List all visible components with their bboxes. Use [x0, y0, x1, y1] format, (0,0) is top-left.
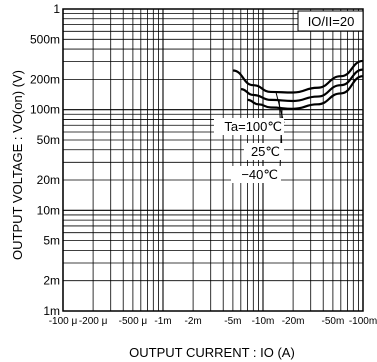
condition-label: IO/II=20: [308, 14, 355, 29]
x-tick-label: -100m: [349, 316, 377, 327]
x-tick-label: -100 μ: [49, 316, 78, 327]
series-group: [232, 59, 364, 110]
x-tick-label: -20m: [282, 316, 305, 327]
y-tick-label: 1m: [43, 304, 60, 318]
x-tick-label: -5m: [224, 316, 241, 327]
y-tick-label: 500m: [30, 32, 60, 46]
series-line-0: [232, 59, 364, 94]
y-tick-label: 5m: [43, 234, 60, 248]
series-label-minus40c: −40℃: [241, 167, 278, 182]
y-tick-label: 10m: [37, 203, 60, 217]
y-tick-label: 2m: [43, 274, 60, 288]
x-tick-label: -200 μ: [79, 316, 108, 327]
series-line-1: [240, 68, 364, 103]
legend-backdrop-3: [231, 166, 281, 183]
grid: [62, 9, 363, 312]
y-axis-label: OUTPUT VOLTAGE : VO(on) (V): [10, 70, 25, 260]
legend-backdrop-1: [214, 118, 284, 135]
x-axis-label: OUTPUT CURRENT : IO (A): [129, 345, 295, 360]
x-tick-label: -10m: [252, 316, 275, 327]
y-tick-label: 100m: [30, 103, 60, 117]
y-tick-label: 1: [53, 2, 60, 16]
plot-frame: [62, 8, 364, 312]
x-tick-label: -500 μ: [119, 316, 148, 327]
y-tick-labels: 1 500m 200m 100m 50m 20m 10m 5m 2m 1m: [30, 2, 60, 318]
series-label-25c: 25℃: [251, 144, 280, 159]
series-label-100c: Ta=100℃: [224, 119, 282, 134]
condition-box: [297, 10, 364, 32]
legend-backdrop-2: [244, 143, 284, 160]
x-tick-label: -2m: [184, 316, 201, 327]
y-tick-label: 20m: [37, 173, 60, 187]
y-tick-label: 200m: [30, 72, 60, 86]
x-tick-label: -1m: [154, 316, 171, 327]
series-line-2: [247, 75, 364, 110]
x-tick-label: -50m: [321, 316, 344, 327]
x-tick-labels: -100 μ -200 μ -500 μ -1m -2m -5m -10m -20m -50m -…: [49, 316, 377, 327]
y-tick-label: 50m: [37, 133, 60, 147]
